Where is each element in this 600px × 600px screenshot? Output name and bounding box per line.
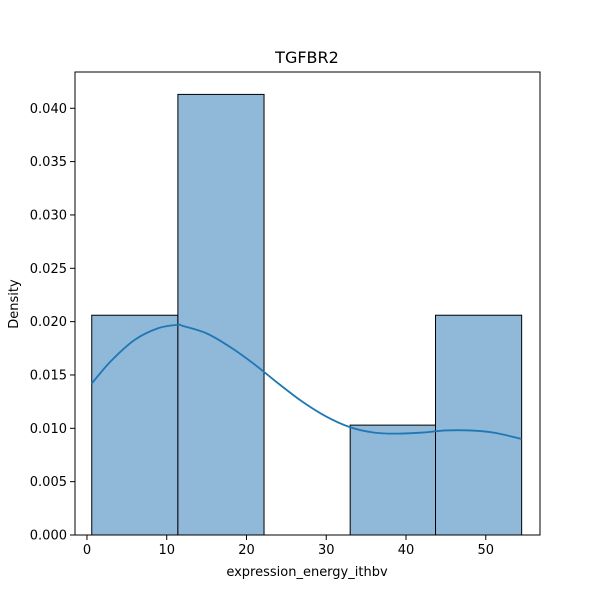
histogram-bar-1 [91,314,179,536]
x-tick-label: 10 [158,543,175,558]
x-tick-label: 40 [398,543,415,558]
x-axis-ticks: 0 10 20 30 40 50 [83,535,494,558]
y-tick-label: 0.010 [30,422,67,437]
chart-title: TGFBR2 [274,48,339,67]
y-tick-label: 0.035 [30,155,67,170]
y-tick-label: 0.025 [30,262,67,277]
y-tick-label: 0.005 [30,475,67,490]
histogram-bar-5 [435,314,523,536]
kde-group [91,323,522,440]
x-tick-label: 30 [318,543,335,558]
histogram-bar-2 [177,93,265,536]
plot-frame [74,71,541,536]
y-axis-label: Density [7,279,22,329]
y-axis-ticks: 0.000 0.005 0.010 0.015 0.020 0.025 0.030 0.035… [30,102,75,544]
y-tick-label: 0.000 [30,529,67,544]
x-tick-label: 20 [238,543,255,558]
bars-group [91,93,523,536]
kde-line [91,323,522,440]
x-axis-label: expression_energy_ithbv [226,565,388,580]
x-tick-label: 0 [83,543,91,558]
y-tick-label: 0.030 [30,208,67,223]
y-tick-label: 0.015 [30,368,67,383]
histogram-bar-4 [349,424,437,536]
y-tick-label: 0.040 [30,102,67,117]
x-tick-label: 50 [477,543,494,558]
y-tick-label: 0.020 [30,315,67,330]
